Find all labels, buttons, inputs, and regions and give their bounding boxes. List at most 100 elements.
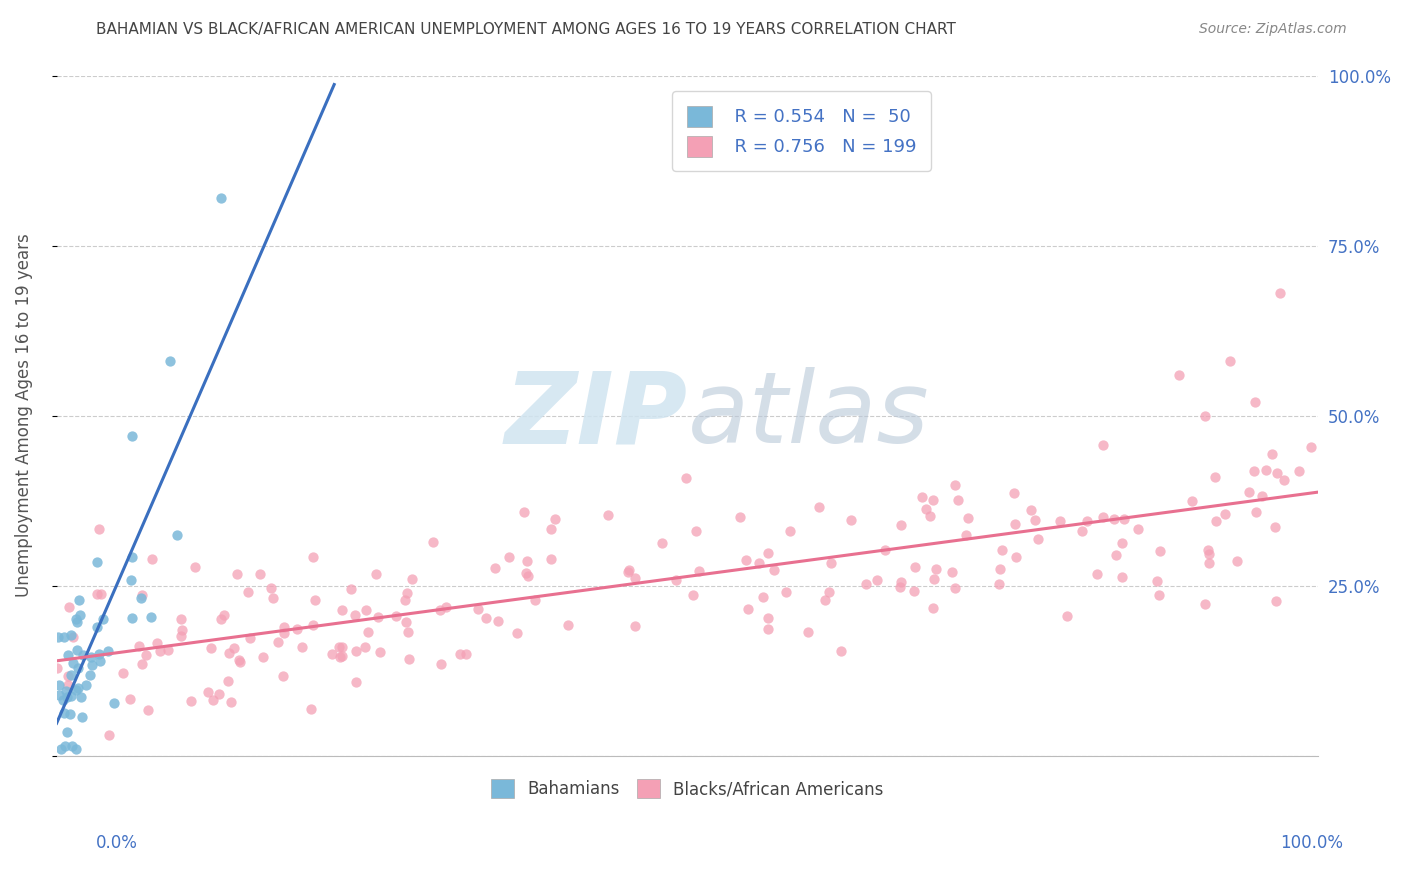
Point	[273, 620, 295, 634]
Point	[91, 612, 114, 626]
Point	[1002, 485, 1025, 500]
Point	[449, 647, 471, 661]
Point	[987, 577, 1010, 591]
Point	[59, 706, 82, 721]
Point	[72, 648, 94, 662]
Point	[955, 528, 977, 542]
Text: atlas: atlas	[688, 367, 929, 464]
Point	[775, 584, 797, 599]
Point	[943, 582, 966, 596]
Point	[398, 652, 420, 666]
Point	[623, 571, 645, 585]
Point	[141, 552, 163, 566]
Point	[1226, 554, 1249, 568]
Point	[52, 693, 75, 707]
Point	[332, 649, 354, 664]
Point	[922, 493, 945, 508]
Point	[170, 624, 193, 638]
Point	[209, 191, 232, 205]
Point	[1213, 508, 1236, 522]
Point	[1243, 464, 1265, 478]
Text: BAHAMIAN VS BLACK/AFRICAN AMERICAN UNEMPLOYMENT AMONG AGES 16 TO 19 YEARS CORREL: BAHAMIAN VS BLACK/AFRICAN AMERICAN UNEMP…	[96, 22, 956, 37]
Point	[890, 575, 912, 590]
Point	[779, 524, 801, 538]
Point	[321, 647, 343, 661]
Point	[1198, 548, 1220, 562]
Point	[56, 725, 79, 739]
Point	[59, 690, 82, 704]
Point	[475, 611, 498, 625]
Point	[49, 741, 72, 756]
Point	[914, 502, 936, 516]
Point	[56, 690, 79, 705]
Point	[48, 688, 70, 702]
Point	[58, 599, 80, 614]
Point	[540, 552, 562, 566]
Point	[65, 612, 87, 626]
Point	[903, 584, 925, 599]
Point	[1111, 536, 1133, 550]
Point	[183, 559, 205, 574]
Point	[830, 644, 852, 658]
Point	[1244, 395, 1267, 409]
Point	[356, 603, 378, 617]
Point	[346, 674, 368, 689]
Point	[170, 611, 193, 625]
Point	[112, 665, 135, 680]
Point	[98, 728, 121, 742]
Point	[890, 517, 912, 532]
Point	[65, 741, 87, 756]
Point	[60, 739, 83, 753]
Point	[129, 591, 152, 606]
Point	[756, 610, 779, 624]
Point	[200, 640, 222, 655]
Point	[1146, 574, 1168, 588]
Point	[1149, 543, 1171, 558]
Point	[135, 648, 157, 663]
Point	[467, 602, 489, 616]
Point	[82, 658, 104, 673]
Point	[1126, 522, 1149, 536]
Point	[498, 549, 520, 564]
Point	[62, 630, 84, 644]
Point	[401, 573, 423, 587]
Point	[1272, 473, 1295, 487]
Point	[202, 693, 225, 707]
Point	[422, 534, 444, 549]
Point	[197, 685, 219, 699]
Point	[682, 588, 704, 602]
Point	[1019, 503, 1042, 517]
Point	[67, 593, 90, 607]
Point	[120, 691, 142, 706]
Point	[357, 624, 380, 639]
Point	[516, 554, 538, 568]
Point	[52, 630, 75, 644]
Text: ZIP: ZIP	[505, 367, 688, 464]
Point	[737, 601, 759, 615]
Point	[86, 555, 108, 569]
Point	[146, 636, 169, 650]
Point	[814, 593, 837, 607]
Point	[53, 739, 76, 753]
Point	[70, 710, 93, 724]
Point	[89, 522, 111, 536]
Point	[55, 683, 77, 698]
Point	[395, 586, 418, 600]
Point	[675, 471, 697, 485]
Point	[889, 580, 911, 594]
Point	[332, 603, 354, 617]
Text: Source: ZipAtlas.com: Source: ZipAtlas.com	[1199, 22, 1347, 37]
Point	[943, 478, 966, 492]
Point	[89, 647, 111, 661]
Point	[208, 686, 231, 700]
Point	[69, 608, 91, 623]
Point	[301, 618, 323, 632]
Point	[665, 573, 688, 587]
Point	[226, 566, 249, 581]
Point	[991, 542, 1014, 557]
Point	[512, 505, 534, 519]
Point	[222, 641, 245, 656]
Point	[138, 703, 160, 717]
Point	[328, 640, 350, 655]
Point	[273, 668, 295, 682]
